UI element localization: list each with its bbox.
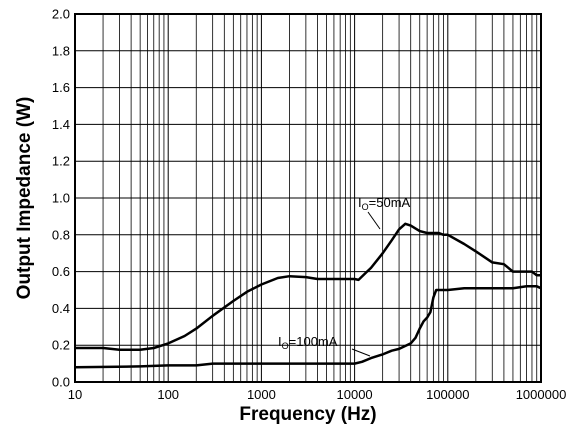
- y-tick-label: 1.0: [52, 191, 70, 206]
- y-tick-label: 1.4: [52, 117, 70, 132]
- x-tick-label: 1000000: [516, 387, 567, 402]
- x-tick-label: 10000: [337, 387, 373, 402]
- series-line: [75, 222, 541, 352]
- grid: [74, 13, 541, 383]
- series-annotation: IO=100mA: [278, 334, 338, 351]
- y-tick-label: 1.8: [52, 43, 70, 58]
- x-tick-label: 100: [157, 387, 179, 402]
- y-tick-label: 2.0: [52, 7, 70, 22]
- x-tick-label: 1000: [247, 387, 276, 402]
- y-tick-label: 0.4: [52, 301, 70, 316]
- x-tick-label: 10: [68, 387, 82, 402]
- y-tick-label: 0.6: [52, 264, 70, 279]
- y-tick-label: 0.8: [52, 227, 70, 242]
- plot-border: [74, 13, 542, 383]
- series-lines: [74, 222, 542, 369]
- x-axis-title: Frequency (Hz): [239, 404, 376, 425]
- x-tick-label: 100000: [426, 387, 469, 402]
- y-axis-title: Output Impedance (W): [14, 97, 35, 300]
- series-line: [74, 285, 542, 369]
- annotation-leader: [351, 348, 371, 357]
- y-tick-label: 1.2: [52, 154, 70, 169]
- annotation-leader: [367, 211, 381, 230]
- series-annotation: IO=50mA: [358, 195, 411, 212]
- annotations: IO=50mA IO=100mA: [278, 195, 411, 357]
- tick-labels: 10 100 1000 10000 100000 1000000 0.0 0.2 0.4 0.6 0…: [52, 7, 566, 403]
- y-tick-label: 0.2: [52, 338, 70, 353]
- y-tick-label: 0.0: [52, 375, 70, 390]
- y-tick-label: 1.6: [52, 80, 70, 95]
